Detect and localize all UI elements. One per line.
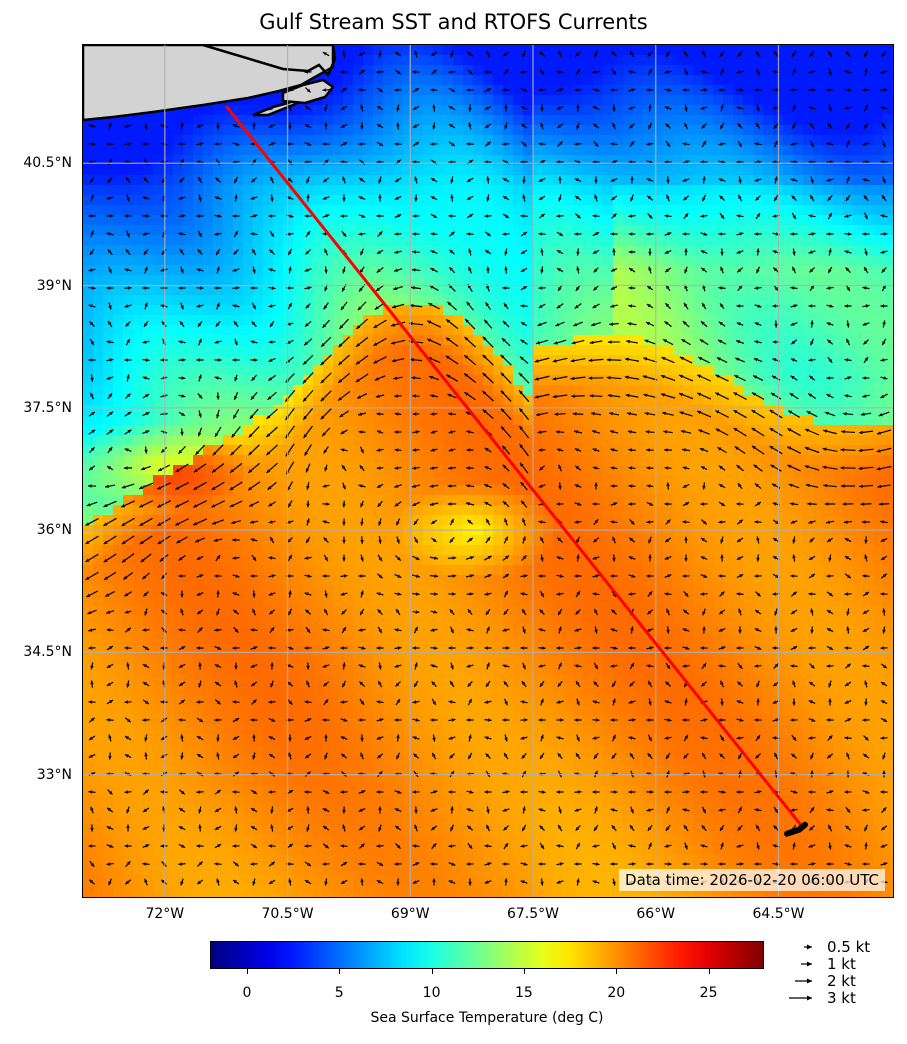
lat-tick-label: 39°N <box>36 277 72 294</box>
lon-tick-label: 70.5°W <box>261 906 314 922</box>
current-key-label: 1 kt <box>827 955 856 973</box>
current-key-label: 2 kt <box>827 972 856 990</box>
sst-field <box>83 45 893 897</box>
colorbar-tick-label: 15 <box>515 985 533 1001</box>
colorbar-tick-label: 5 <box>334 985 344 1001</box>
lon-tick-label: 72°W <box>145 906 185 922</box>
colorbar-tick-label: 25 <box>699 985 718 1001</box>
colorbar-tick <box>708 969 710 974</box>
lat-tick-label: 34.5°N <box>23 644 72 661</box>
sst-map[interactable]: Data time: 2026-02-20 06:00 UTC <box>83 45 893 897</box>
colorbar-tick <box>339 969 341 974</box>
current-key-arrow <box>804 944 812 950</box>
current-key-label: 3 kt <box>827 989 856 1007</box>
route-end-marker <box>784 821 808 837</box>
graticule <box>83 45 893 897</box>
colorbar-tick-label: 10 <box>422 985 441 1001</box>
lon-tick-label: 66°W <box>636 906 676 922</box>
lon-tick-label: 69°W <box>390 906 430 922</box>
lon-tick-label: 64.5°W <box>752 906 805 922</box>
colorbar-tick-label: 20 <box>607 985 626 1001</box>
colorbar-tick <box>616 969 618 974</box>
current-key-arrow <box>795 978 812 984</box>
sst-colorbar <box>210 941 764 969</box>
current-key-label: 0.5 kt <box>827 938 871 956</box>
colorbar-tick-label: 0 <box>242 985 252 1001</box>
colorbar-tick <box>431 969 433 974</box>
colorbar-title: Sea Surface Temperature (deg C) <box>370 1010 604 1026</box>
current-vectors <box>85 50 892 886</box>
route-line <box>225 105 805 829</box>
colorbar-tick <box>523 969 525 974</box>
lat-tick-label: 40.5°N <box>23 155 72 172</box>
lat-tick-label: 36°N <box>36 522 72 539</box>
colorbar-tick <box>246 969 248 974</box>
map-title: Gulf Stream SST and RTOFS Currents <box>259 10 648 34</box>
lat-tick-label: 33°N <box>36 766 72 783</box>
current-key-arrow <box>801 961 812 967</box>
lon-tick-label: 67.5°W <box>506 906 560 922</box>
sst-field-and-currents <box>83 45 893 897</box>
current-key-arrow <box>789 995 812 1001</box>
data-time-label: Data time: 2026-02-20 06:00 UTC <box>619 869 885 891</box>
lat-tick-label: 37.5°N <box>23 399 72 416</box>
